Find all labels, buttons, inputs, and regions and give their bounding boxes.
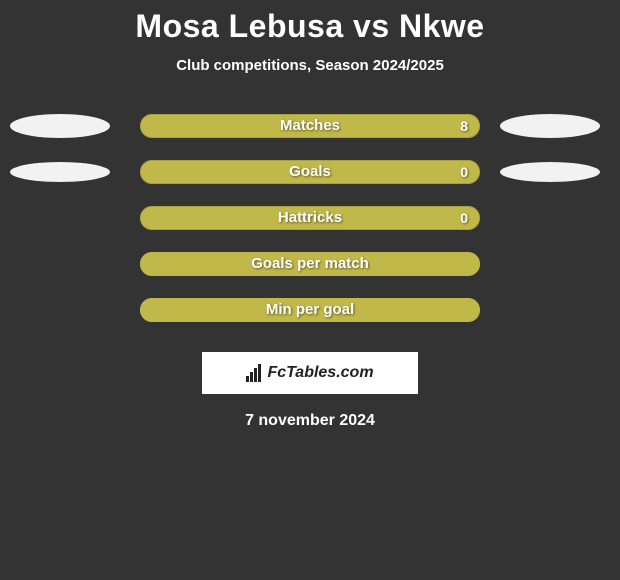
brand-text: FcTables.com [267, 364, 373, 382]
bar-value: 8 [460, 114, 468, 138]
bar-fill [140, 160, 480, 184]
bar-fill [140, 114, 480, 138]
bars-region: Matches8 Goals0 Hattricks0 Goals per match M… [0, 114, 620, 344]
ellipse-right [500, 114, 600, 138]
bar-track: Goals0 [140, 160, 480, 184]
bars-icon [246, 364, 261, 382]
stat-row: Min per goal [0, 298, 620, 344]
bar-value: 0 [460, 206, 468, 230]
stat-row: Goals per match [0, 252, 620, 298]
chart-container: Mosa Lebusa vs Nkwe Club competitions, S… [0, 0, 620, 430]
bar-track: Goals per match [140, 252, 480, 276]
stat-row: Matches8 [0, 114, 620, 160]
brand-box: FcTables.com [202, 352, 418, 394]
bar-fill [140, 252, 480, 276]
bar-track: Min per goal [140, 298, 480, 322]
bar-track: Hattricks0 [140, 206, 480, 230]
ellipse-right [500, 162, 600, 182]
date-label: 7 november 2024 [0, 412, 620, 430]
page-subtitle: Club competitions, Season 2024/2025 [0, 57, 620, 74]
bar-fill [140, 206, 480, 230]
bar-value: 0 [460, 160, 468, 184]
ellipse-left [10, 114, 110, 138]
bar-track: Matches8 [140, 114, 480, 138]
page-title: Mosa Lebusa vs Nkwe [0, 8, 620, 45]
stat-row: Goals0 [0, 160, 620, 206]
stat-row: Hattricks0 [0, 206, 620, 252]
ellipse-left [10, 162, 110, 182]
bar-fill [140, 298, 480, 322]
